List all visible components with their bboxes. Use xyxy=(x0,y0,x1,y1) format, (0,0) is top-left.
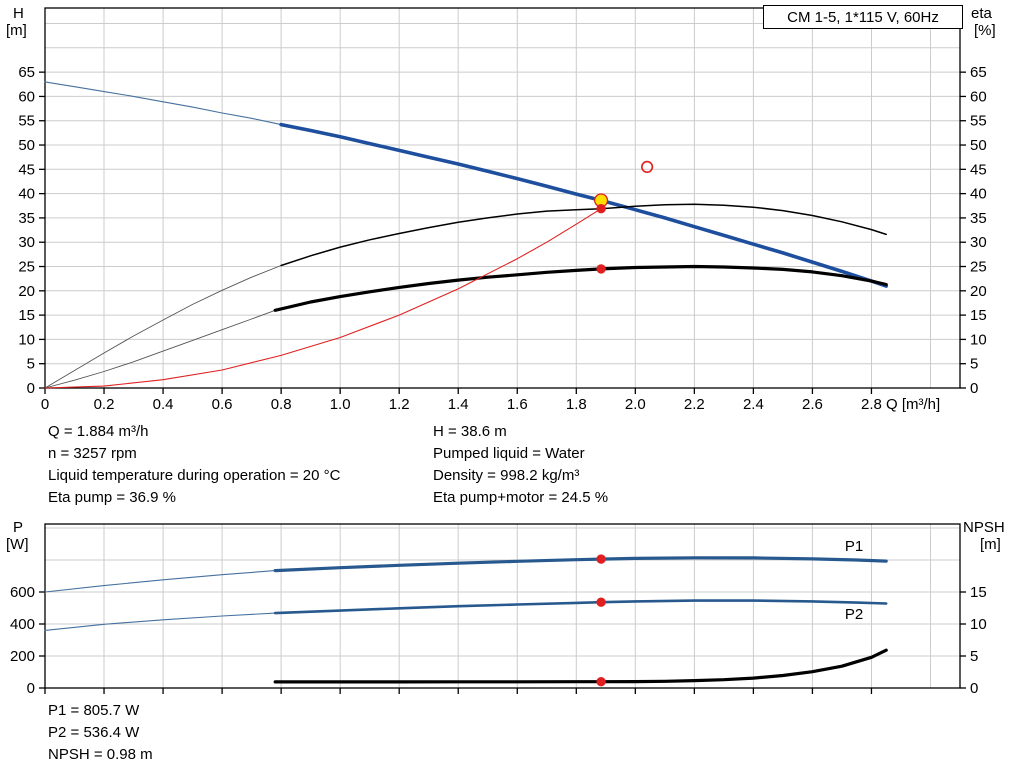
tick-label: 15 xyxy=(970,584,987,601)
tick-label: 55 xyxy=(970,113,987,130)
result-npsh: NPSH = 0.98 m xyxy=(48,746,153,763)
eta-pump-curve xyxy=(280,203,887,267)
tick-label: 40 xyxy=(970,186,987,203)
tick-label: 65 xyxy=(18,64,35,81)
p2-curve xyxy=(273,599,888,615)
tick-label: 1.8 xyxy=(566,396,587,413)
tick-label: 45 xyxy=(18,161,35,178)
tick-label: 0 xyxy=(27,380,35,397)
tick-label: 25 xyxy=(18,259,35,276)
npsh-curve xyxy=(273,648,888,684)
tick-label: 15 xyxy=(18,307,35,324)
eta-axis-title: eta xyxy=(971,5,992,22)
tick-label: 30 xyxy=(970,234,987,251)
npsh-axis-unit: [m] xyxy=(980,536,1001,553)
tick-label: 2.2 xyxy=(684,396,705,413)
duty-results-left: Q = 1.884 m³/h n = 3257 rpm Liquid tempe… xyxy=(48,421,340,509)
tick-label: 0.8 xyxy=(271,396,292,413)
requested-duty-point xyxy=(640,160,654,173)
tick-label: 45 xyxy=(970,161,987,178)
tick-label: 55 xyxy=(18,113,35,130)
q-axis-label: Q [m³/h] xyxy=(886,396,941,413)
tick-label: 1.0 xyxy=(330,396,351,413)
tick-label: 1.2 xyxy=(389,396,410,413)
pump-curve-lead xyxy=(44,81,282,126)
tick-label: 5 xyxy=(970,356,978,373)
result-temp: Liquid temperature during operation = 20… xyxy=(48,467,341,484)
p1-curve-label: P1 xyxy=(845,538,863,555)
tick-label: 0.4 xyxy=(153,396,174,413)
tick-label: 40 xyxy=(18,186,35,203)
tick-label: 35 xyxy=(970,210,987,227)
tick-label: 600 xyxy=(10,584,35,601)
result-p2: P2 = 536.4 W xyxy=(48,724,140,741)
p2-lead xyxy=(44,612,276,631)
power-results: P1 = 805.7 W P2 = 536.4 W NPSH = 0.98 m xyxy=(48,700,153,766)
tick-label: 0 xyxy=(970,680,978,697)
tick-label: 0 xyxy=(41,396,49,413)
h-axis-title: H xyxy=(13,5,24,22)
result-n: n = 3257 rpm xyxy=(48,445,137,462)
system-curve xyxy=(44,208,602,389)
pump-type-legend: CM 1-5, 1*115 V, 60Hz xyxy=(763,5,963,29)
eta-pump-lead xyxy=(44,265,282,389)
tick-label: 20 xyxy=(970,283,987,300)
duty-results-right: H = 38.6 m Pumped liquid = Water Density… xyxy=(433,421,608,509)
pump-curve xyxy=(279,122,889,288)
p-axis-unit: [W] xyxy=(6,536,29,553)
eta-pump-motor-lead xyxy=(44,309,276,389)
duty-point-eta-pump xyxy=(596,204,606,214)
tick-label: 2.4 xyxy=(743,396,764,413)
tick-label: 0.2 xyxy=(94,396,115,413)
tick-label: 10 xyxy=(18,331,35,348)
tick-label: 10 xyxy=(970,616,987,633)
p-axis-title: P xyxy=(13,519,24,536)
tick-label: 2.0 xyxy=(625,396,646,413)
result-q: Q = 1.884 m³/h xyxy=(48,423,149,440)
tick-label: 200 xyxy=(10,648,35,665)
tick-label: 5 xyxy=(27,356,35,373)
tick-label: 50 xyxy=(970,137,987,154)
duty-point-p2 xyxy=(596,597,606,607)
duty-point-eta-pump-motor xyxy=(596,264,606,274)
tick-label: 2.6 xyxy=(802,396,823,413)
duty-point-p1 xyxy=(596,554,606,564)
tick-label: 0.6 xyxy=(212,396,233,413)
tick-label: 15 xyxy=(970,307,987,324)
p2-curve-label: P2 xyxy=(845,606,863,623)
tick-label: 0 xyxy=(27,680,35,697)
result-eta-pump-motor: Eta pump+motor = 24.5 % xyxy=(433,489,609,506)
tick-label: 25 xyxy=(970,259,987,276)
tick-label: 400 xyxy=(10,616,35,633)
h-axis-unit: [m] xyxy=(6,22,27,39)
eta-axis-unit: [%] xyxy=(974,22,996,39)
tick-label: 0 xyxy=(970,380,978,397)
tick-label: 10 xyxy=(970,331,987,348)
npsh-axis-title: NPSH xyxy=(963,519,1005,536)
plot-border xyxy=(44,523,961,689)
tick-label: 1.4 xyxy=(448,396,469,413)
result-liquid: Pumped liquid = Water xyxy=(433,445,585,462)
tick-label: 35 xyxy=(18,210,35,227)
result-p1: P1 = 805.7 W xyxy=(48,702,140,719)
result-eta-pump: Eta pump = 36.9 % xyxy=(48,489,176,506)
tick-label: 2.8 xyxy=(861,396,882,413)
tick-label: 60 xyxy=(18,88,35,105)
tick-label: 65 xyxy=(970,64,987,81)
plot-border xyxy=(44,7,961,389)
eta-pump-motor-curve xyxy=(273,264,888,312)
tick-label: 60 xyxy=(970,88,987,105)
duty-point-npsh xyxy=(596,677,606,687)
tick-label: 1.6 xyxy=(507,396,528,413)
result-h: H = 38.6 m xyxy=(433,423,507,440)
tick-label: 20 xyxy=(18,283,35,300)
tick-label: 5 xyxy=(970,648,978,665)
result-density: Density = 998.2 kg/m³ xyxy=(433,467,580,484)
tick-label: 30 xyxy=(18,234,35,251)
tick-label: 50 xyxy=(18,137,35,154)
p1-lead xyxy=(44,570,276,593)
